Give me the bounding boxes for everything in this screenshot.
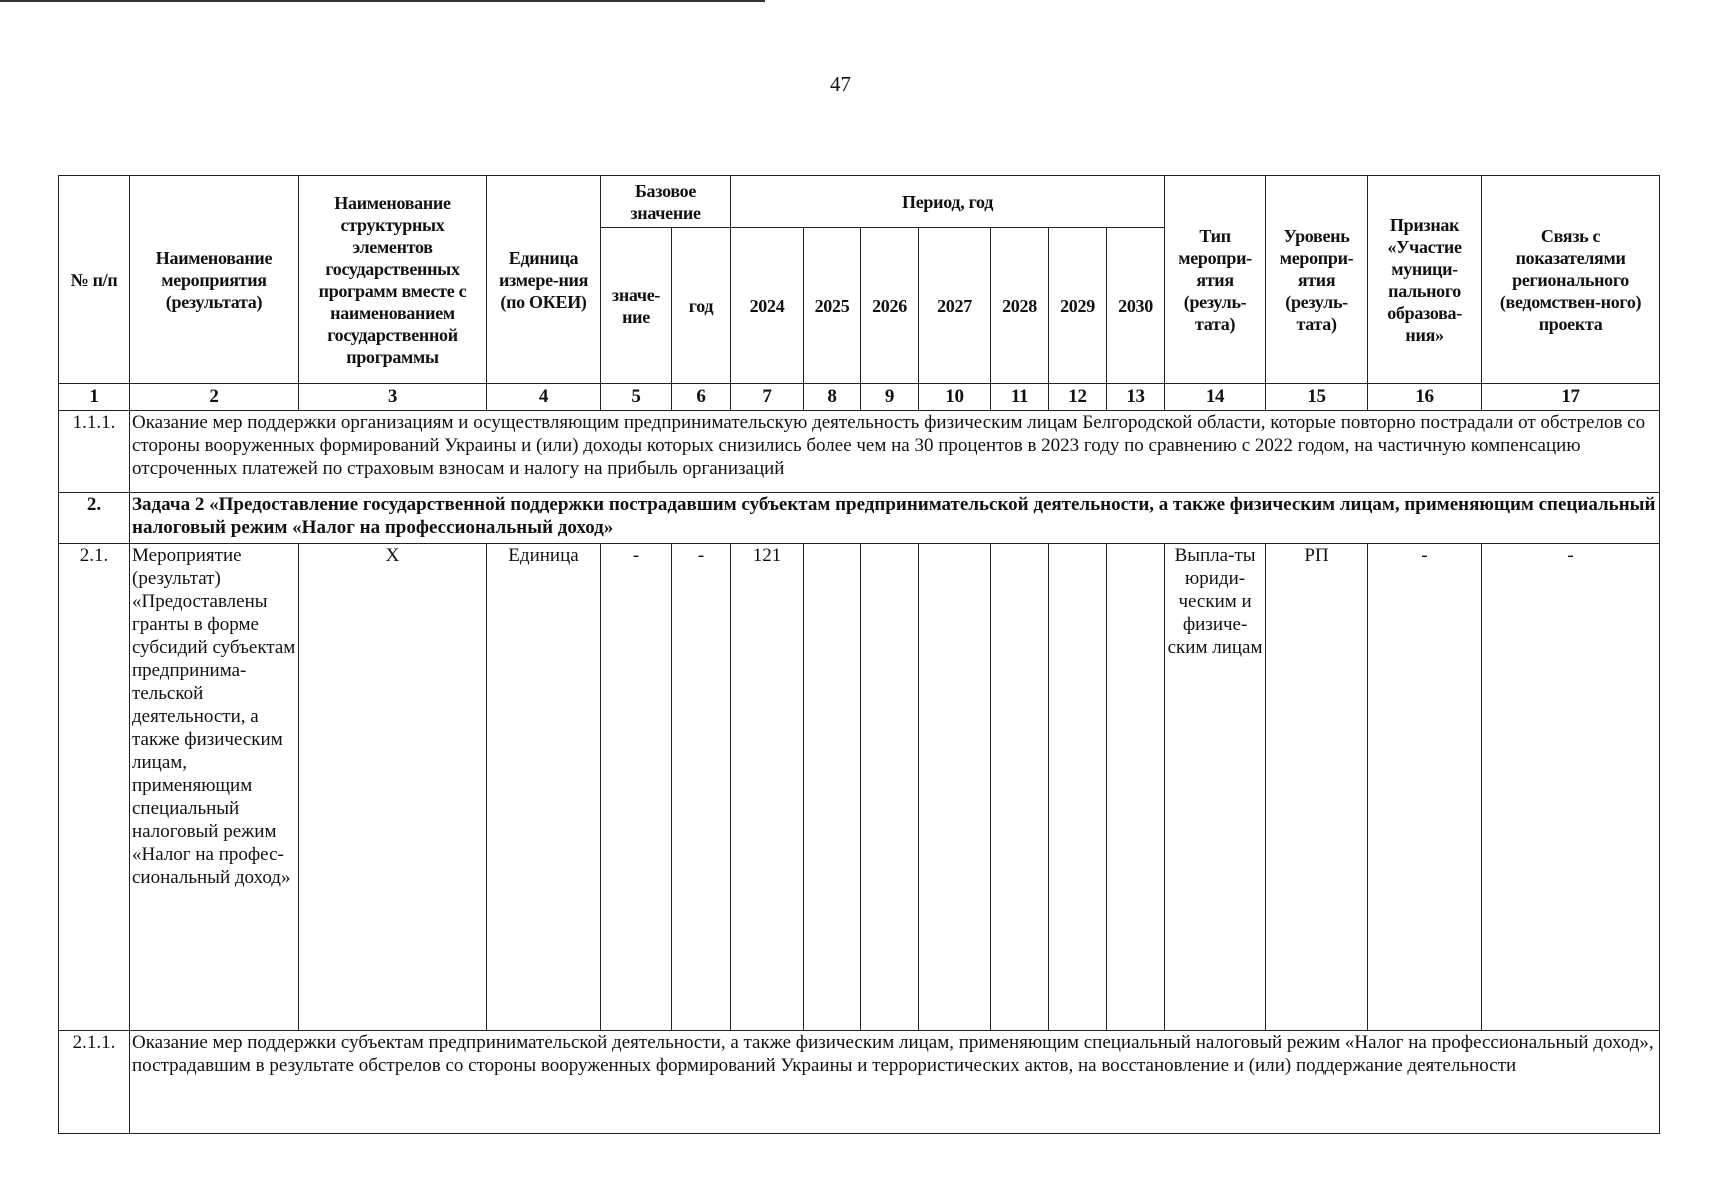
column-number: 15 — [1265, 383, 1369, 411]
table-row: 1.1.1. Оказание мер поддержки организаци… — [58, 410, 1661, 493]
events-table: № п/п Наименование мероприятия (результа… — [58, 175, 1661, 1134]
header-event-name: Наименование мероприятия (результата) — [129, 175, 299, 384]
column-number: 13 — [1105, 383, 1166, 411]
header-year: 2028 — [990, 227, 1049, 384]
value-2028 — [990, 543, 1049, 1031]
header-period: Период, год — [729, 175, 1166, 228]
header-year: 2024 — [730, 227, 804, 384]
column-number: 11 — [990, 383, 1049, 411]
header-base-value: значе-ние — [600, 227, 672, 384]
header-unit: Единица измере-ния (по ОКЕИ) — [486, 175, 601, 384]
page-number: 47 — [830, 72, 851, 96]
event-level: РП — [1265, 543, 1369, 1031]
value-2024: 121 — [730, 543, 804, 1031]
header-num: № п/п — [58, 175, 130, 384]
value-2030 — [1105, 543, 1166, 1031]
row-number: 2.1.1. — [58, 1030, 130, 1134]
unit: Единица — [486, 543, 601, 1031]
column-number: 7 — [730, 383, 804, 411]
task-row: 2. Задача 2 «Предоставление государствен… — [58, 492, 1661, 544]
header-base: Базовое значение — [600, 175, 731, 228]
header-municipal: Признак «Участие муници-пального образов… — [1367, 175, 1483, 384]
table-row: 2.1.1. Оказание мер поддержки субъектам … — [58, 1030, 1661, 1134]
header-row-2: значе-ние год 2024 2025 2026 2027 2028 2… — [59, 227, 1660, 384]
header-level: Уровень меропри-ятия (резуль-тата) — [1265, 175, 1369, 384]
header-year: 2030 — [1105, 227, 1166, 384]
header-year: 2029 — [1048, 227, 1107, 384]
header-year: 2027 — [918, 227, 991, 384]
header-year: 2026 — [860, 227, 919, 384]
value-2026 — [860, 543, 919, 1031]
column-number: 6 — [671, 383, 731, 411]
top-border-line — [0, 0, 765, 2]
header-year: 2025 — [803, 227, 861, 384]
column-number: 14 — [1164, 383, 1267, 411]
event-name: Мероприятие (результат) «Предоставлены г… — [129, 543, 299, 1031]
header-link: Связь с показателями регионального (ведо… — [1481, 175, 1661, 384]
column-number-row: 1 2 3 4 5 6 7 8 9 10 11 12 13 14 15 16 1… — [58, 383, 1661, 411]
column-number: 4 — [486, 383, 601, 411]
value-2027 — [918, 543, 991, 1031]
column-number: 16 — [1367, 383, 1483, 411]
task-text: Задача 2 «Предоставление государственной… — [128, 492, 1661, 544]
event-type: Выпла-ты юриди-ческим и физиче-ским лица… — [1164, 543, 1267, 1031]
row-text: Оказание мер поддержки субъектам предпри… — [128, 1030, 1661, 1134]
value-2025 — [803, 543, 861, 1031]
row-text: Оказание мер поддержки организациям и ос… — [128, 410, 1661, 493]
column-number: 17 — [1481, 383, 1661, 411]
column-number: 12 — [1048, 383, 1107, 411]
row-number: 1.1.1. — [58, 410, 130, 493]
row-number: 2. — [58, 492, 130, 544]
column-number: 2 — [129, 383, 299, 411]
column-number: 10 — [918, 383, 991, 411]
table-row: 2.1. Мероприятие (результат) «Предоставл… — [58, 543, 1661, 1031]
column-number: 1 — [58, 383, 130, 411]
header-row-1: № п/п Наименование мероприятия (результа… — [58, 175, 1661, 384]
municipal-flag: - — [1367, 543, 1483, 1031]
column-number: 5 — [600, 383, 672, 411]
structural-element: Х — [298, 543, 487, 1031]
project-link: - — [1481, 543, 1661, 1031]
base-value: - — [600, 543, 672, 1031]
value-2029 — [1048, 543, 1107, 1031]
header-structural-elements: Наименование структурных элементов госуд… — [298, 175, 487, 384]
header-type: Тип меропри-ятия (резуль-тата) — [1164, 175, 1267, 384]
base-year: - — [671, 543, 731, 1031]
column-number: 9 — [860, 383, 919, 411]
column-number: 8 — [803, 383, 861, 411]
row-number: 2.1. — [58, 543, 130, 1031]
column-number: 3 — [298, 383, 487, 411]
header-base-year: год — [671, 227, 731, 384]
